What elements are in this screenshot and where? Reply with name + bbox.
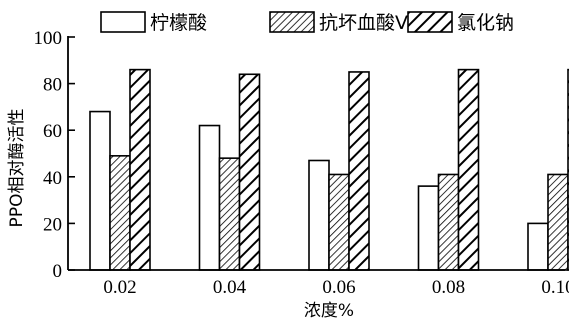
- legend-label: 氯化钠: [457, 12, 514, 34]
- bar-1-0.04: [198, 124, 221, 271]
- bar-3-0.04: [238, 73, 261, 271]
- bar-2-0.02: [109, 155, 131, 271]
- y-axis-title: PPO相对酶活性: [7, 109, 27, 228]
- x-axis-title: 浓度%: [304, 301, 354, 320]
- x-tick-label: 0.04: [213, 277, 247, 298]
- bar-2-0.06: [328, 173, 350, 271]
- y-tick-label: 20: [43, 214, 62, 235]
- bar-3-0.02: [129, 68, 151, 271]
- bar-3-0.06: [348, 71, 370, 271]
- y-tick-label: 60: [43, 121, 62, 142]
- bar-1-0.10: [527, 222, 549, 271]
- x-tick-label: 0.06: [322, 277, 355, 298]
- bar-1-0.02: [89, 110, 111, 271]
- bar-2-0.10: [547, 173, 569, 271]
- bar-1-0.08: [417, 185, 440, 271]
- y-tick-label: 0: [53, 261, 63, 282]
- bar-2-0.04: [218, 157, 241, 271]
- legend-label: 抗坏血酸VC: [319, 12, 421, 34]
- bar-2-0.08: [437, 173, 460, 271]
- legend-swatch: [100, 11, 146, 33]
- y-tick-label: 100: [34, 28, 63, 49]
- legend-label: 柠檬酸: [150, 12, 207, 34]
- legend-swatch: [269, 11, 315, 33]
- bar-1-0.06: [308, 159, 330, 271]
- axes: 0.02 0.04 0.06 0.08 0.10 0 20 40 60 80 100: [34, 28, 569, 298]
- bar-3-0.08: [457, 68, 480, 271]
- legend: 柠檬酸 抗坏血酸VC 氯化钠: [100, 11, 514, 34]
- bars: [89, 68, 569, 271]
- legend-swatch: [407, 11, 453, 33]
- y-tick-label: 40: [43, 168, 62, 189]
- x-tick-label: 0.02: [103, 277, 136, 298]
- x-tick-label: 0.08: [432, 277, 465, 298]
- y-tick-label: 80: [43, 75, 62, 96]
- x-tick-label: 0.10: [541, 277, 569, 298]
